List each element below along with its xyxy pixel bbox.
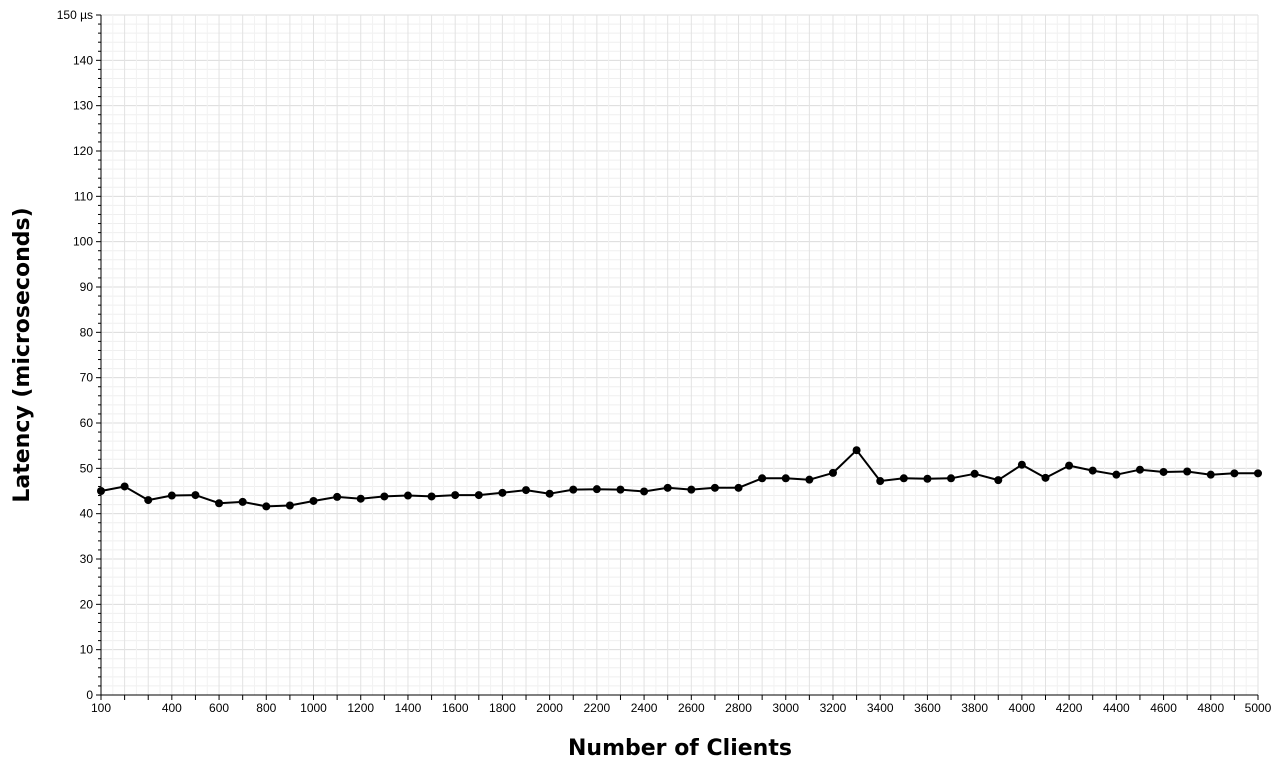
data-point [215,499,224,508]
y-axis-title: Latency (microseconds) [10,207,35,502]
data-point [970,469,979,478]
data-point [144,496,153,505]
data-point [828,468,837,477]
x-tick-label: 4400 [1103,701,1130,715]
data-point [758,474,767,483]
x-tick-label: 2600 [678,701,705,715]
data-point [191,491,200,500]
data-point [994,476,1003,485]
axes [100,15,1258,696]
y-tick-label: 60 [80,416,94,430]
x-tick-label: 1800 [489,701,516,715]
data-point [663,483,672,492]
y-tick-label: 140 [73,53,93,67]
x-tick-label: 3800 [961,701,988,715]
data-point [522,486,531,495]
data-point [640,487,649,496]
data-point [380,492,389,501]
y-tick-label: 120 [73,144,93,158]
data-point [923,474,932,483]
x-tick-label: 4000 [1009,701,1036,715]
data-point [781,474,790,483]
data-point [427,492,436,501]
data-point [1112,470,1121,479]
data-point [805,475,814,484]
data-point [1088,466,1097,475]
x-tick-label: 1200 [347,701,374,715]
data-point [1254,469,1262,478]
data-point [1017,460,1026,469]
x-tick-label: 4600 [1150,701,1177,715]
series-line [100,449,1258,508]
x-tick-label: 2000 [536,701,563,715]
y-tick-label: 70 [80,371,94,385]
data-point [616,485,625,494]
x-axis-title: Number of Clients [568,736,792,761]
grid [100,14,1259,696]
data-point [120,482,129,491]
x-tick-label: 400 [162,701,182,715]
data-point [710,483,719,492]
data-point [876,477,885,486]
data-point [498,488,507,497]
data-point [1065,461,1074,470]
data-point [592,485,601,494]
y-tick-label: 0 [86,688,93,702]
data-point [1135,465,1144,474]
x-tick-label: 2800 [725,701,752,715]
y-tick-label: 20 [80,597,94,611]
data-point [1206,470,1215,479]
y-tick-label: 110 [74,189,93,203]
data-point [356,494,365,503]
data-point [403,491,412,500]
y-tick-label: 50 [80,461,94,475]
x-tick-label: 3000 [772,701,799,715]
x-tick-label: 800 [256,701,276,715]
data-point [899,474,908,483]
x-tick-label: 3600 [914,701,941,715]
data-point [687,485,696,494]
x-tick-label: 2200 [584,701,611,715]
x-tick-label: 100 [91,701,111,715]
x-tick-label: 1400 [395,701,422,715]
data-point [1183,467,1192,476]
data-point [97,487,105,495]
x-tick-label: 3200 [820,701,847,715]
data-point [734,483,743,492]
x-tick-label: 4200 [1056,701,1083,715]
y-tick-label: 90 [80,280,94,294]
y-tick-label: 10 [80,643,94,657]
data-point [451,491,460,500]
y-tick-label: 100 [73,235,93,249]
data-point [852,446,861,455]
data-point [545,489,554,498]
x-tick-label: 4800 [1197,701,1224,715]
data-point [1230,469,1239,478]
data-point [309,496,318,505]
data-point [238,497,247,506]
x-tick-label: 5000 [1245,701,1272,715]
x-tick-label: 1600 [442,701,469,715]
series [97,446,1262,511]
data-point [1159,467,1168,476]
x-tick-label: 2400 [631,701,658,715]
data-point [285,501,294,510]
x-tick-label: 3400 [867,701,894,715]
y-tick-label: 80 [80,325,94,339]
x-tick-label: 1000 [300,701,327,715]
data-point [333,492,342,501]
data-point [1041,473,1050,482]
data-point [474,491,483,500]
x-tick-label: 600 [209,701,229,715]
data-point [167,491,176,500]
data-point [262,502,271,511]
y-tick-label: 40 [80,507,94,521]
ticks: 0 10 20 30 40 50 60 70 80 90 100 110 120 130 140 150 µs… [57,8,1272,715]
y-tick-label: 150 µs [57,8,93,22]
y-tick-label: 130 [73,99,93,113]
data-point [947,474,956,483]
data-point [569,485,578,494]
y-tick-label: 30 [80,552,94,566]
